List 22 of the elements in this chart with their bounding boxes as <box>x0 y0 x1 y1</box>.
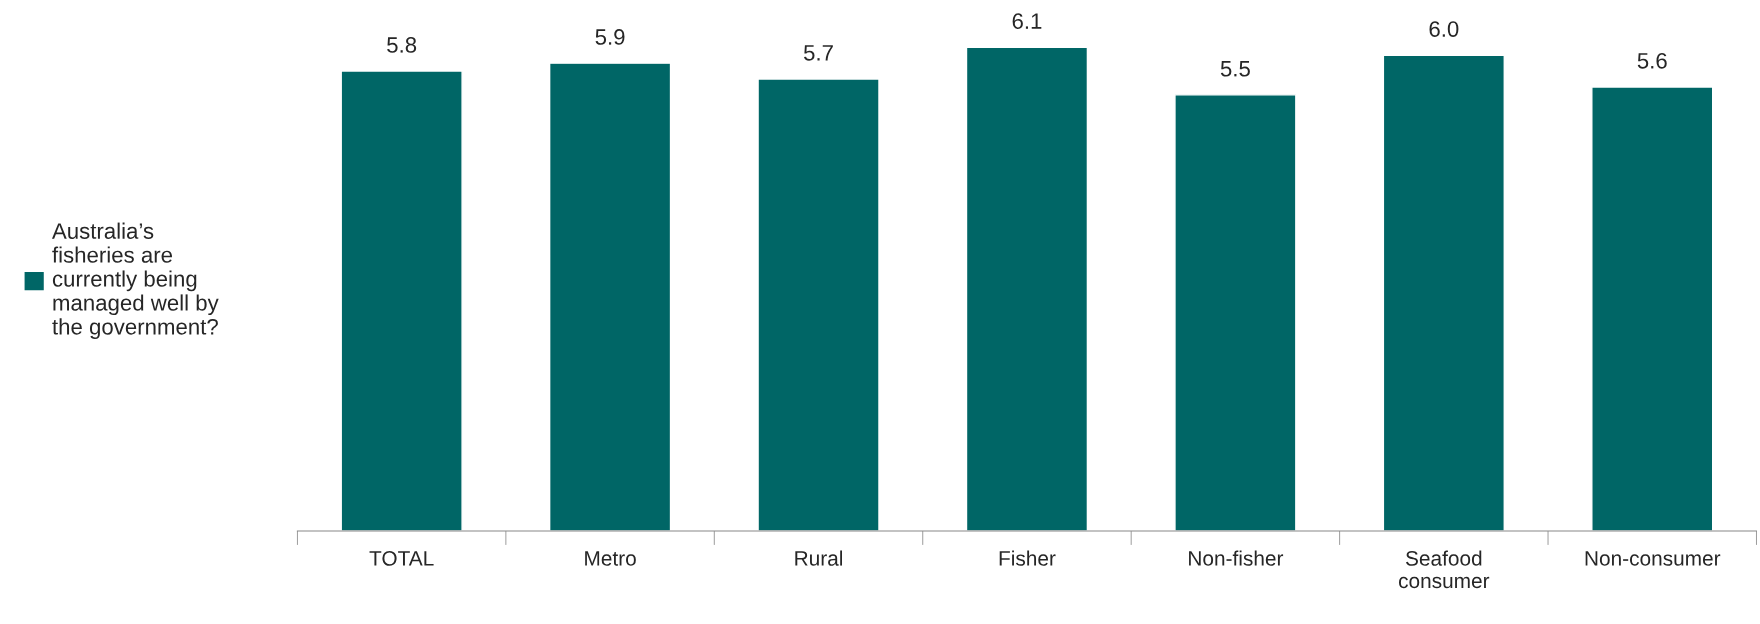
x-tick-label: TOTAL <box>369 551 434 566</box>
x-tick-label: Non-fisher <box>1189 550 1284 566</box>
bar <box>965 46 1089 532</box>
data-label: 6.1 <box>1012 13 1042 29</box>
text: Australia’s fisheries are currently being managed well by the government? <box>51 222 219 340</box>
x-tick-label: Fisher <box>999 550 1056 566</box>
x-tick-label: Non-consumer <box>1585 551 1721 566</box>
x-tick-label: Metro <box>585 551 636 566</box>
bar <box>548 62 672 532</box>
data-label: 5.6 <box>1637 52 1667 69</box>
bar <box>757 78 880 532</box>
bar <box>1591 86 1714 532</box>
x-tick-label: Seafood consumer <box>1398 550 1490 589</box>
x-tick-label: Rural <box>795 550 843 566</box>
data-label: 5.8 <box>387 37 417 53</box>
bar <box>1174 94 1297 532</box>
data-label: 5.9 <box>595 29 625 45</box>
bar <box>1382 54 1505 532</box>
data-label: 5.5 <box>1220 61 1250 77</box>
data-label: 5.7 <box>803 45 833 61</box>
bar <box>340 70 463 532</box>
data-label: 6.0 <box>1429 21 1459 37</box>
